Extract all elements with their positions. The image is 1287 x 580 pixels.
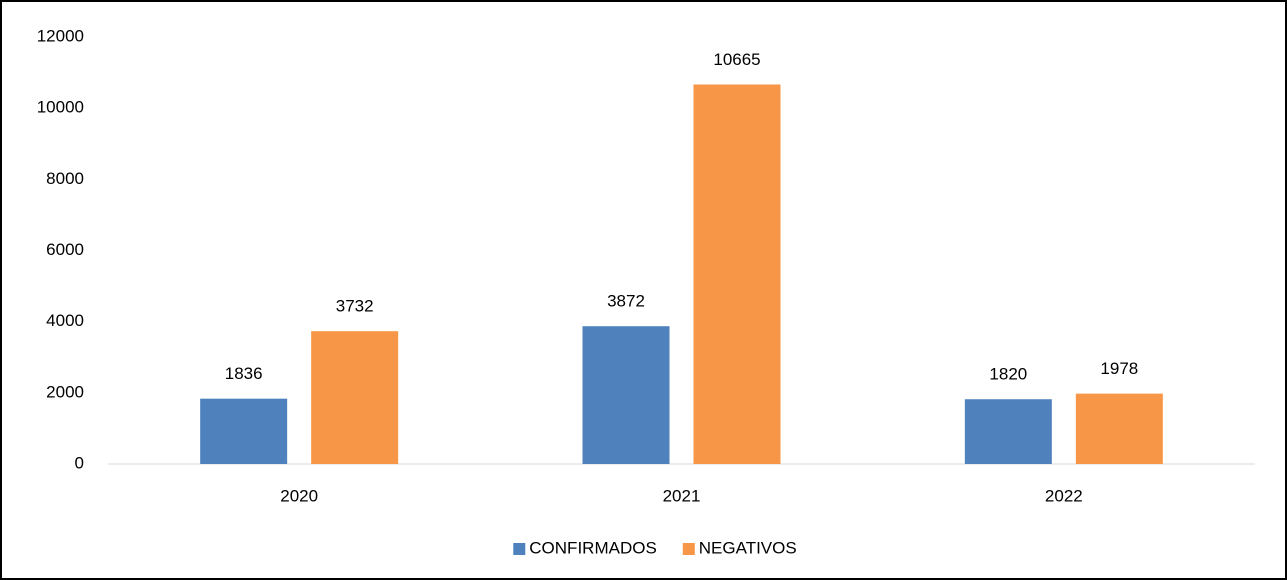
bar [200, 398, 288, 464]
data-label: 3872 [607, 292, 645, 311]
y-tick-label: 2000 [46, 382, 84, 401]
data-label: 1820 [989, 365, 1027, 384]
y-tick-label: 6000 [46, 240, 84, 259]
x-tick-label: 2020 [280, 486, 318, 505]
x-tick-label: 2021 [663, 486, 701, 505]
x-tick-label: 2022 [1045, 486, 1083, 505]
bar [693, 84, 781, 464]
bar [311, 331, 399, 464]
data-label: 10665 [713, 50, 760, 69]
y-tick-label: 4000 [46, 311, 84, 330]
y-tick-label: 10000 [37, 98, 84, 117]
legend-swatch [682, 543, 695, 555]
y-tick-label: 12000 [37, 26, 84, 45]
legend-label: CONFIRMADOS [529, 538, 657, 557]
bar [964, 399, 1052, 464]
data-label: 3732 [336, 297, 374, 316]
legend-swatch [513, 543, 526, 555]
y-tick-label: 8000 [46, 169, 84, 188]
legend-label: NEGATIVOS [699, 538, 797, 557]
bar [1075, 393, 1163, 464]
data-label: 1836 [225, 364, 263, 383]
data-label: 1978 [1100, 359, 1138, 378]
y-tick-label: 0 [75, 453, 84, 472]
bar [582, 326, 670, 464]
